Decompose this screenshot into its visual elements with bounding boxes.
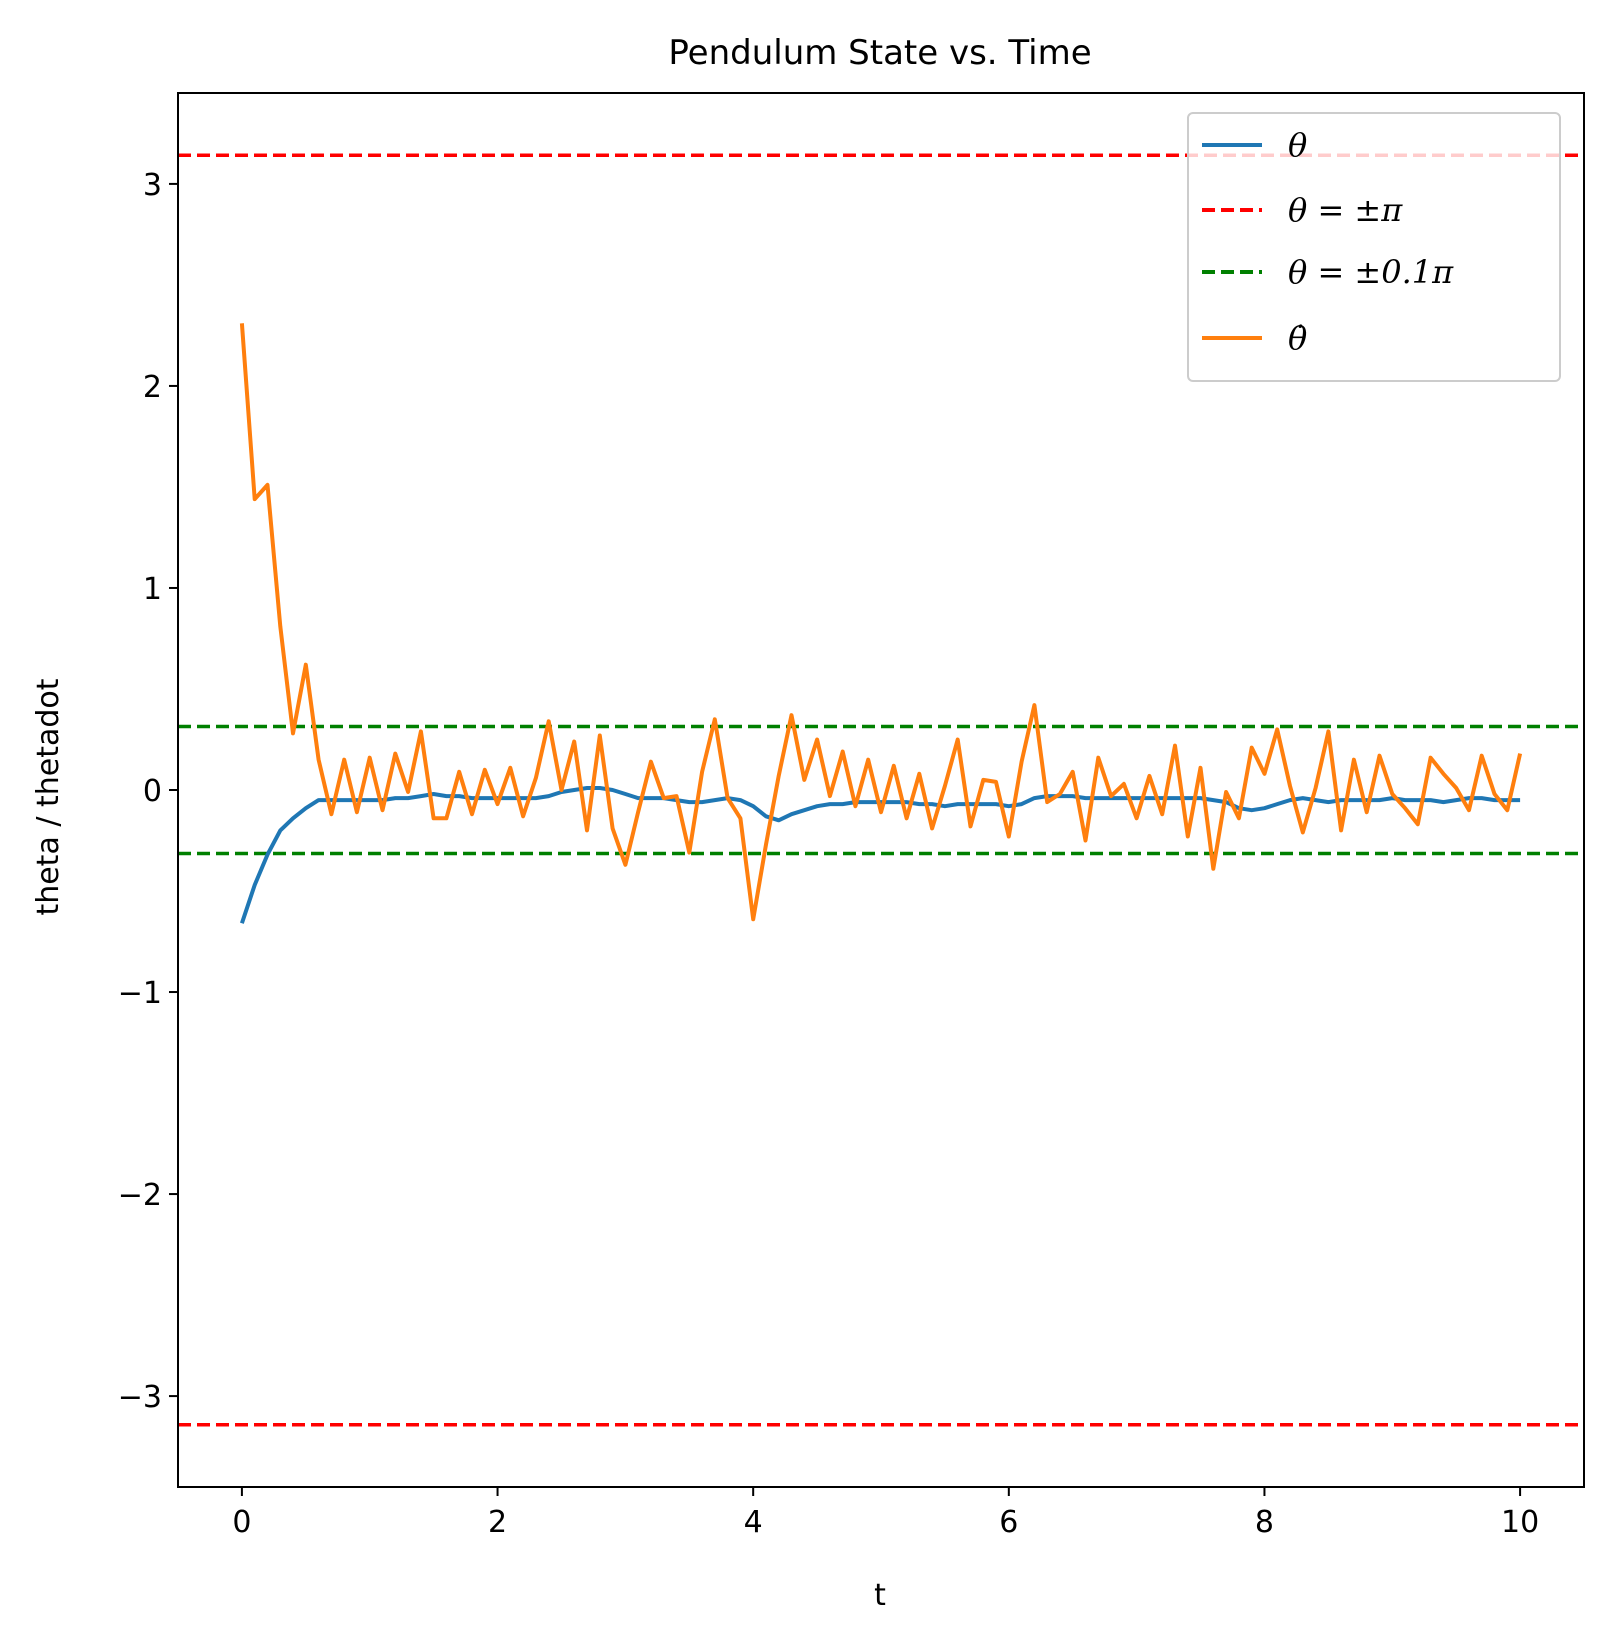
y-tick-label: 3 bbox=[143, 168, 162, 203]
series-line-3 bbox=[239, 323, 1523, 922]
y-tick-label: 0 bbox=[143, 774, 162, 809]
legend: θ θ = ±π θ = ±0.1π θ̇ bbox=[1187, 112, 1561, 382]
chart-title: Pendulum State vs. Time bbox=[668, 33, 1091, 73]
x-tick-label: 2 bbox=[488, 1505, 507, 1540]
plot-frame bbox=[177, 92, 1585, 1488]
x-tick-label: 10 bbox=[1501, 1505, 1539, 1540]
legend-label-3: θ̇ bbox=[1288, 319, 1307, 357]
x-tick-label: 8 bbox=[1255, 1505, 1274, 1540]
x-tick-label: 0 bbox=[232, 1505, 251, 1540]
plot-area bbox=[178, 153, 1584, 1427]
y-tick-label: −1 bbox=[118, 976, 162, 1011]
series-line-0 bbox=[240, 786, 1521, 924]
y-axis-label: theta / thetadot bbox=[31, 678, 66, 915]
y-tick-label: −2 bbox=[118, 1178, 162, 1213]
y-tick-label: 1 bbox=[143, 572, 162, 607]
y-axis: 3 2 1 0 −1 −2 −3 bbox=[118, 168, 178, 1415]
y-tick-label: 2 bbox=[143, 370, 162, 405]
legend-label-2: θ = ±0.1π bbox=[1288, 253, 1454, 291]
legend-box bbox=[1187, 112, 1561, 382]
x-tick-label: 4 bbox=[744, 1505, 763, 1540]
x-tick-label: 6 bbox=[999, 1505, 1018, 1540]
legend-label-0: θ bbox=[1288, 126, 1307, 164]
x-axis: 0 2 4 6 8 10 bbox=[232, 1487, 1539, 1540]
legend-label-1: θ = ±π bbox=[1288, 191, 1403, 229]
x-axis-label: t bbox=[874, 1578, 886, 1613]
y-tick-label: −3 bbox=[118, 1380, 162, 1415]
